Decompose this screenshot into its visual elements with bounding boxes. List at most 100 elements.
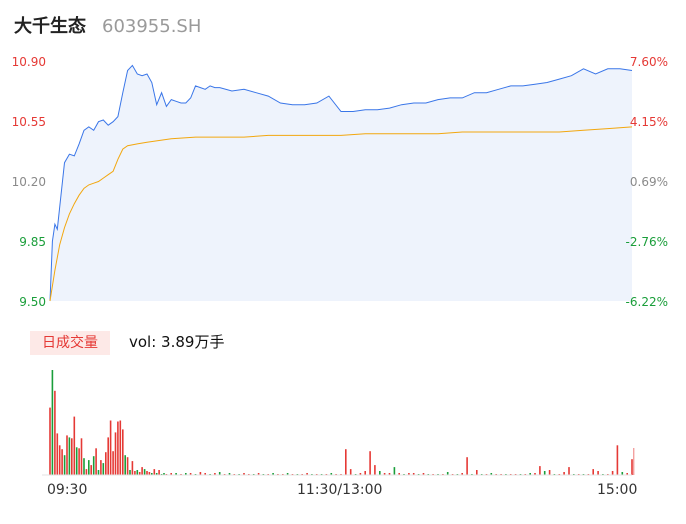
volume-bar bbox=[83, 458, 85, 475]
volume-bar bbox=[143, 469, 146, 475]
volume-bar bbox=[626, 473, 628, 475]
volume-bar bbox=[393, 467, 396, 475]
volume-bar bbox=[534, 473, 536, 475]
volume-bar bbox=[616, 445, 619, 475]
volume-bar bbox=[119, 420, 122, 475]
volume-bar bbox=[105, 452, 107, 475]
volume-bar bbox=[345, 449, 347, 475]
volume-bar bbox=[243, 473, 245, 475]
volume-bar bbox=[109, 420, 112, 475]
volume-bar bbox=[388, 473, 391, 475]
volume-bar bbox=[131, 461, 134, 475]
time-label-close: 15:00 bbox=[597, 482, 638, 498]
volume-bar bbox=[122, 429, 124, 475]
volume-bar bbox=[148, 472, 151, 475]
volume-bar bbox=[138, 472, 141, 475]
volume-bar bbox=[155, 473, 158, 475]
volume-bar bbox=[257, 473, 260, 475]
volume-bar bbox=[88, 460, 90, 475]
volume-bar bbox=[90, 465, 92, 475]
pct-label-mid: 0.69% bbox=[629, 175, 668, 189]
stock-code: 603955.SH bbox=[102, 16, 202, 37]
volume-bar bbox=[136, 470, 139, 475]
volume-bar bbox=[61, 449, 63, 475]
volume-bar bbox=[568, 467, 570, 475]
volume-bar bbox=[95, 448, 97, 475]
pct-label-max: 7.60% bbox=[629, 55, 668, 69]
volume-bar bbox=[75, 447, 78, 475]
pct-label-min: -6.22% bbox=[625, 295, 668, 309]
volume-bar bbox=[621, 472, 624, 475]
volume-bar bbox=[56, 433, 59, 475]
volume-bar bbox=[189, 473, 192, 475]
volume-bar bbox=[330, 473, 333, 475]
volume-bar bbox=[153, 469, 156, 475]
time-label-open: 09:30 bbox=[47, 482, 88, 498]
volume-bar bbox=[461, 473, 463, 475]
volume-bar bbox=[374, 465, 376, 475]
volume-bar bbox=[117, 421, 119, 475]
volume-bar bbox=[398, 473, 400, 475]
price-line bbox=[49, 64, 633, 302]
volume-bar bbox=[85, 469, 88, 475]
volume-bar bbox=[529, 473, 531, 475]
stock-name: 大千生态 bbox=[14, 16, 86, 37]
volume-bar bbox=[539, 466, 541, 475]
volume-bar bbox=[58, 445, 61, 475]
volume-bar bbox=[412, 473, 415, 475]
volume-bar bbox=[490, 473, 493, 475]
price-label-mid: 10.20 bbox=[11, 175, 46, 189]
volume-bar bbox=[379, 471, 381, 475]
volume-bar bbox=[73, 416, 76, 475]
volume-bar bbox=[80, 438, 83, 475]
volume-bar bbox=[114, 432, 117, 475]
volume-bar bbox=[185, 473, 187, 475]
volume-bar bbox=[286, 473, 289, 475]
price-label-upper: 10.55 bbox=[11, 115, 46, 129]
volume-bar bbox=[199, 472, 202, 475]
volume-bar bbox=[306, 473, 308, 475]
price-label-lower: 9.85 bbox=[19, 235, 46, 249]
volume-bar bbox=[54, 390, 56, 475]
volume-bar bbox=[446, 472, 449, 475]
volume-bar bbox=[359, 473, 362, 475]
volume-bar bbox=[611, 471, 614, 475]
volume-bar bbox=[146, 471, 148, 475]
volume-bar bbox=[126, 457, 129, 475]
volume-bar bbox=[383, 473, 386, 475]
volume-bar bbox=[218, 472, 221, 475]
volume-bar bbox=[112, 451, 114, 475]
average-price-line bbox=[49, 126, 633, 302]
volume-bar bbox=[592, 469, 594, 475]
volume-bar bbox=[163, 473, 165, 475]
volume-bar bbox=[548, 470, 551, 475]
daily-volume-tab[interactable]: 日成交量 bbox=[30, 331, 110, 355]
volume-bar bbox=[151, 473, 153, 475]
volume-readout: vol: 3.89万手 bbox=[129, 333, 225, 351]
volume-bar bbox=[66, 435, 68, 475]
volume-bar bbox=[597, 471, 599, 475]
volume-bar bbox=[228, 473, 231, 475]
volume-bar bbox=[175, 473, 177, 475]
volume-bar bbox=[68, 437, 71, 475]
pct-label-upper: 4.15% bbox=[629, 115, 668, 129]
volume-bar bbox=[71, 438, 73, 475]
volume-bar bbox=[49, 407, 51, 475]
volume-bar bbox=[466, 457, 468, 475]
volume-bar bbox=[204, 473, 206, 475]
volume-bar bbox=[543, 471, 546, 475]
volume-bar bbox=[97, 470, 100, 475]
volume-bar bbox=[124, 455, 126, 475]
price-area bbox=[50, 65, 632, 302]
volume-bar bbox=[129, 470, 131, 475]
volume-bar bbox=[92, 456, 95, 475]
volume-bar bbox=[100, 460, 102, 475]
volume-bar bbox=[134, 471, 136, 475]
volume-bar bbox=[422, 473, 425, 475]
title-bar: 大千生态 603955.SH bbox=[14, 12, 201, 40]
volume-bar bbox=[170, 473, 172, 475]
price-label-min: 9.50 bbox=[19, 295, 46, 309]
volume-bar bbox=[214, 473, 216, 475]
time-label-midday: 11:30/13:00 bbox=[297, 482, 383, 498]
